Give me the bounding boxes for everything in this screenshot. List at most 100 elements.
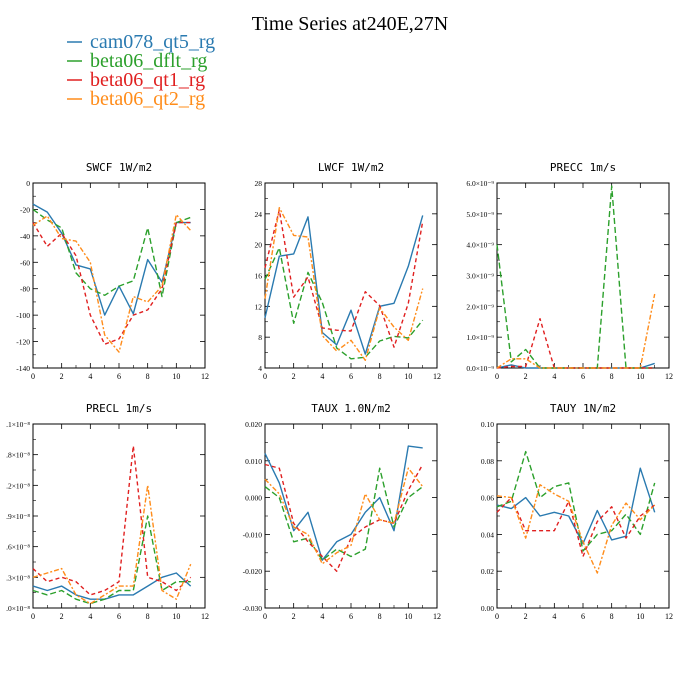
y-tick-label: -140 [16,364,30,373]
panel-title: PRECL 1m/s [86,402,152,415]
y-tick-label: 0 [26,179,30,188]
x-tick-label: 12 [433,372,441,381]
x-tick-label: 10 [172,612,180,621]
x-tick-label: 4 [552,612,556,621]
legend: cam078_qt5_rgbeta06_dflt_rgbeta06_qt1_rg… [67,31,215,110]
series-line-beta06_qt1_rg [32,221,191,345]
x-tick-label: 0 [31,612,35,621]
y-tick-label: 2.0×10⁻⁹ [466,302,494,311]
series-line-beta06_qt1_rg [496,318,655,369]
y-tick-label: -0.020 [243,567,263,576]
y-tick-label: -0.010 [243,530,263,539]
x-tick-label: 8 [610,372,614,381]
y-tick-label: 0.02 [481,567,494,576]
x-tick-label: 2 [524,372,528,381]
x-tick-label: 0 [495,612,499,621]
y-tick-label: -100 [16,311,30,320]
x-tick-label: 2 [524,612,528,621]
y-tick-label: 3.0×10⁻⁹ [466,272,494,281]
plot-frame [496,423,670,609]
y-tick-label: 28 [255,179,263,188]
x-tick-label: 8 [146,372,150,381]
series-line-beta06_qt2_rg [32,213,192,353]
x-tick-label: 4 [320,372,324,381]
y-tick-label: .1×10⁻⁸ [6,420,30,429]
y-tick-label: 5.0×10⁻⁹ [466,210,494,219]
y-tick-label: 0.04 [481,530,494,539]
legend-label: beta06_qt2_rg [90,88,205,110]
series-line-beta06_qt2_rg [264,467,424,565]
x-tick-label: 12 [201,612,209,621]
plot-frame [32,423,206,609]
y-tick-label: 16 [255,272,263,281]
x-tick-label: 2 [292,372,296,381]
y-tick-label: 20 [255,241,263,250]
y-tick-label: .0×10⁻⁸ [6,604,30,613]
x-tick-label: 2 [292,612,296,621]
figure-title: Time Series at240E,27N [252,13,448,35]
y-tick-label: 0.020 [245,420,262,429]
x-tick-label: 10 [404,372,412,381]
panel-title: SWCF 1W/m2 [86,161,152,174]
series-line-beta06_qt2_rg [264,206,424,361]
y-tick-label: 4.0×10⁻⁹ [466,241,494,250]
panel-title: PRECC 1m/s [550,161,616,174]
series-line-beta06_qt2_rg [32,484,192,605]
y-tick-label: 0.010 [245,457,262,466]
x-tick-label: 6 [581,612,585,621]
y-tick-label: 0.0×10⁻⁹ [466,364,494,373]
series-line-beta06_dflt_rg [32,208,191,298]
legend-label: beta06_dflt_rg [90,50,207,72]
y-tick-label: 1.0×10⁻⁹ [466,333,494,342]
x-tick-label: 10 [404,612,412,621]
series-line-cam078_qt5_rg [496,467,656,545]
y-tick-label: -80 [20,285,30,294]
y-tick-label: 0.00 [481,604,494,613]
series-line-beta06_dflt_rg [32,515,191,605]
series-line-beta06_dflt_rg [496,450,656,552]
legend-label: beta06_qt1_rg [90,69,205,91]
x-tick-label: 8 [146,612,150,621]
x-tick-label: 0 [263,372,267,381]
x-tick-label: 8 [378,372,382,381]
x-tick-label: 6 [349,612,353,621]
chart-panel: SWCF 1W/m2 0 2 4 6 8 10 12 -140 -120 -100 -80 -60 -40… [16,161,209,381]
x-tick-label: 12 [433,612,441,621]
chart-panel: PRECL 1m/s 0 2 4 6 8 10 12 .0×10⁻⁸ .3×10⁻⁸ .6×10⁻⁸… [6,402,209,621]
series-line-beta06_qt2_rg [496,484,656,574]
series-line-cam078_qt5_rg [32,572,192,600]
y-tick-label: -120 [16,338,30,347]
y-tick-label: 4 [258,364,262,373]
panel-title: TAUY 1N/m2 [550,402,616,415]
y-tick-label: .2×10⁻⁸ [6,481,30,490]
series-line-beta06_dflt_rg [496,185,655,369]
x-tick-label: 2 [60,372,64,381]
y-tick-label: 24 [255,210,263,219]
y-tick-label: 6.0×10⁻⁹ [466,179,494,188]
x-tick-label: 6 [117,372,121,381]
plot-frame [496,182,670,369]
x-tick-label: 8 [378,612,382,621]
y-tick-label: .8×10⁻⁸ [6,451,30,460]
series-line-beta06_dflt_rg [264,247,424,360]
x-tick-label: 6 [349,372,353,381]
y-tick-label: .6×10⁻⁸ [6,543,30,552]
chart-panels: SWCF 1W/m20 2 4 6 8 10 12-140-120-100-80-60-40… [6,161,673,621]
y-tick-label: 0.06 [481,494,494,503]
y-tick-label: -40 [20,232,30,241]
x-tick-label: 0 [263,612,267,621]
x-tick-label: 10 [636,612,644,621]
series-line-beta06_qt1_rg [32,445,192,596]
plot-frame [32,182,206,369]
x-tick-label: 0 [31,372,35,381]
x-tick-label: 6 [581,372,585,381]
x-tick-label: 4 [552,372,556,381]
chart-panel: PRECC 1m/s 0 2 4 6 8 10 12 0.0×10⁻⁹ 1.0×10⁻⁹ 2.0×1… [466,161,673,381]
panel-title: TAUX 1.0N/m2 [311,402,390,415]
y-tick-label: 12 [255,302,263,311]
series-line-beta06_qt1_rg [264,209,424,348]
y-tick-label: .9×10⁻⁸ [6,512,30,521]
chart-panel: TAUX 1.0N/m2 0 2 4 6 8 10 12 -0.030 -0.020 -0.010 0… [243,402,441,621]
chart-panel: TAUY 1N/m2 0 2 4 6 8 10 12 0.00 0.02 0.04 0.06 0.08 0… [481,402,673,621]
